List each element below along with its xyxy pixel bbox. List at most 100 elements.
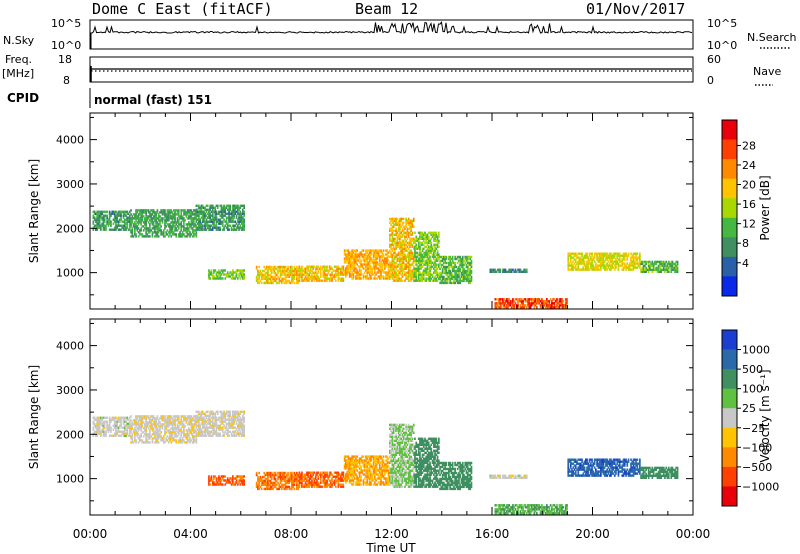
power-cell (568, 264, 571, 267)
power-cell (641, 266, 644, 270)
power-cell (348, 263, 351, 266)
power-cell (431, 265, 434, 268)
power-cell (623, 258, 626, 261)
power-cell (367, 271, 370, 274)
power-cell (434, 279, 436, 282)
power-cell (397, 221, 400, 224)
velocity-cell (233, 432, 235, 435)
velocity-cell (166, 439, 169, 442)
power-cell (412, 253, 415, 256)
power-cell (363, 275, 366, 278)
power-cell (166, 211, 169, 214)
velocity-cell (211, 432, 214, 435)
power-cell (410, 273, 412, 276)
power-cell (311, 275, 313, 278)
power-cell (621, 264, 624, 267)
power-cell (108, 220, 111, 223)
power-cell (177, 215, 180, 218)
power-cell (543, 304, 546, 307)
velocity-cell (162, 419, 165, 422)
power-cell (284, 271, 287, 275)
power-cell (401, 265, 404, 268)
power-cell (533, 304, 536, 307)
power-cell (401, 229, 404, 232)
power-cell (460, 259, 463, 263)
power-cell (537, 302, 539, 305)
velocity-cell (154, 435, 156, 438)
velocity-cell (213, 475, 215, 478)
power-cell (420, 243, 423, 246)
power-cell (610, 260, 612, 263)
power-cell (156, 223, 159, 226)
power-cell (460, 265, 463, 269)
power-cell (659, 262, 661, 266)
power-cell (421, 259, 424, 262)
power-cell (180, 225, 183, 228)
power-cell (451, 255, 454, 259)
power-cell (172, 233, 175, 236)
power-cell (381, 257, 384, 260)
power-cell (353, 267, 356, 270)
velocity-cell (190, 415, 193, 418)
velocity-cell (226, 434, 229, 437)
power-cell (392, 251, 395, 254)
power-cell (375, 253, 377, 256)
power-cell (409, 241, 411, 244)
power-cell (145, 235, 147, 238)
power-cell (352, 249, 355, 252)
power-cell (220, 269, 223, 272)
power-cell (448, 277, 450, 281)
power-cell (453, 265, 455, 269)
power-cell (284, 281, 287, 285)
power-cell (574, 268, 577, 271)
power-cell (286, 275, 288, 279)
velocity-cell (215, 416, 218, 419)
power-cell (380, 269, 382, 272)
power-cell (394, 219, 396, 222)
velocity-cell (130, 423, 132, 426)
power-cell (455, 257, 458, 261)
velocity-cell (97, 420, 100, 423)
power-cell (193, 231, 195, 234)
power-cell (311, 277, 313, 280)
velocity-cell (214, 422, 217, 425)
power-cell (610, 258, 612, 261)
velocity-cell (194, 415, 196, 418)
power-cell (389, 243, 391, 246)
power-cell (137, 219, 140, 222)
power-cell (303, 279, 306, 282)
power-cell (289, 265, 292, 269)
power-cell (433, 267, 435, 270)
power-cell (191, 235, 194, 238)
power-cell (367, 265, 370, 268)
power-cell (137, 213, 140, 216)
power-cell (421, 261, 424, 264)
power-cell (636, 260, 639, 263)
power-cell (357, 259, 360, 262)
power-cell (225, 216, 228, 219)
velocity-cell (125, 420, 127, 423)
power-cell (559, 300, 562, 303)
power-cell (161, 211, 164, 214)
velocity-cell (211, 424, 214, 427)
power-cell (306, 267, 308, 270)
power-cell (461, 257, 464, 261)
velocity-cell (126, 426, 129, 429)
velocity-cell (188, 415, 190, 418)
power-cell (412, 219, 415, 222)
velocity-cell (201, 430, 204, 433)
power-cell (367, 253, 370, 256)
power-cell (433, 251, 435, 254)
power-cell (228, 228, 230, 231)
velocity-cell (209, 410, 211, 413)
power-cell (591, 254, 593, 257)
velocity-cell (195, 441, 198, 444)
power-cell (190, 211, 193, 214)
power-cell (399, 243, 401, 246)
power-cell (410, 223, 412, 226)
power-cell (151, 219, 154, 222)
power-cell (574, 252, 577, 255)
power-cell (289, 269, 292, 273)
power-cell (100, 210, 102, 213)
power-cell (657, 260, 660, 264)
